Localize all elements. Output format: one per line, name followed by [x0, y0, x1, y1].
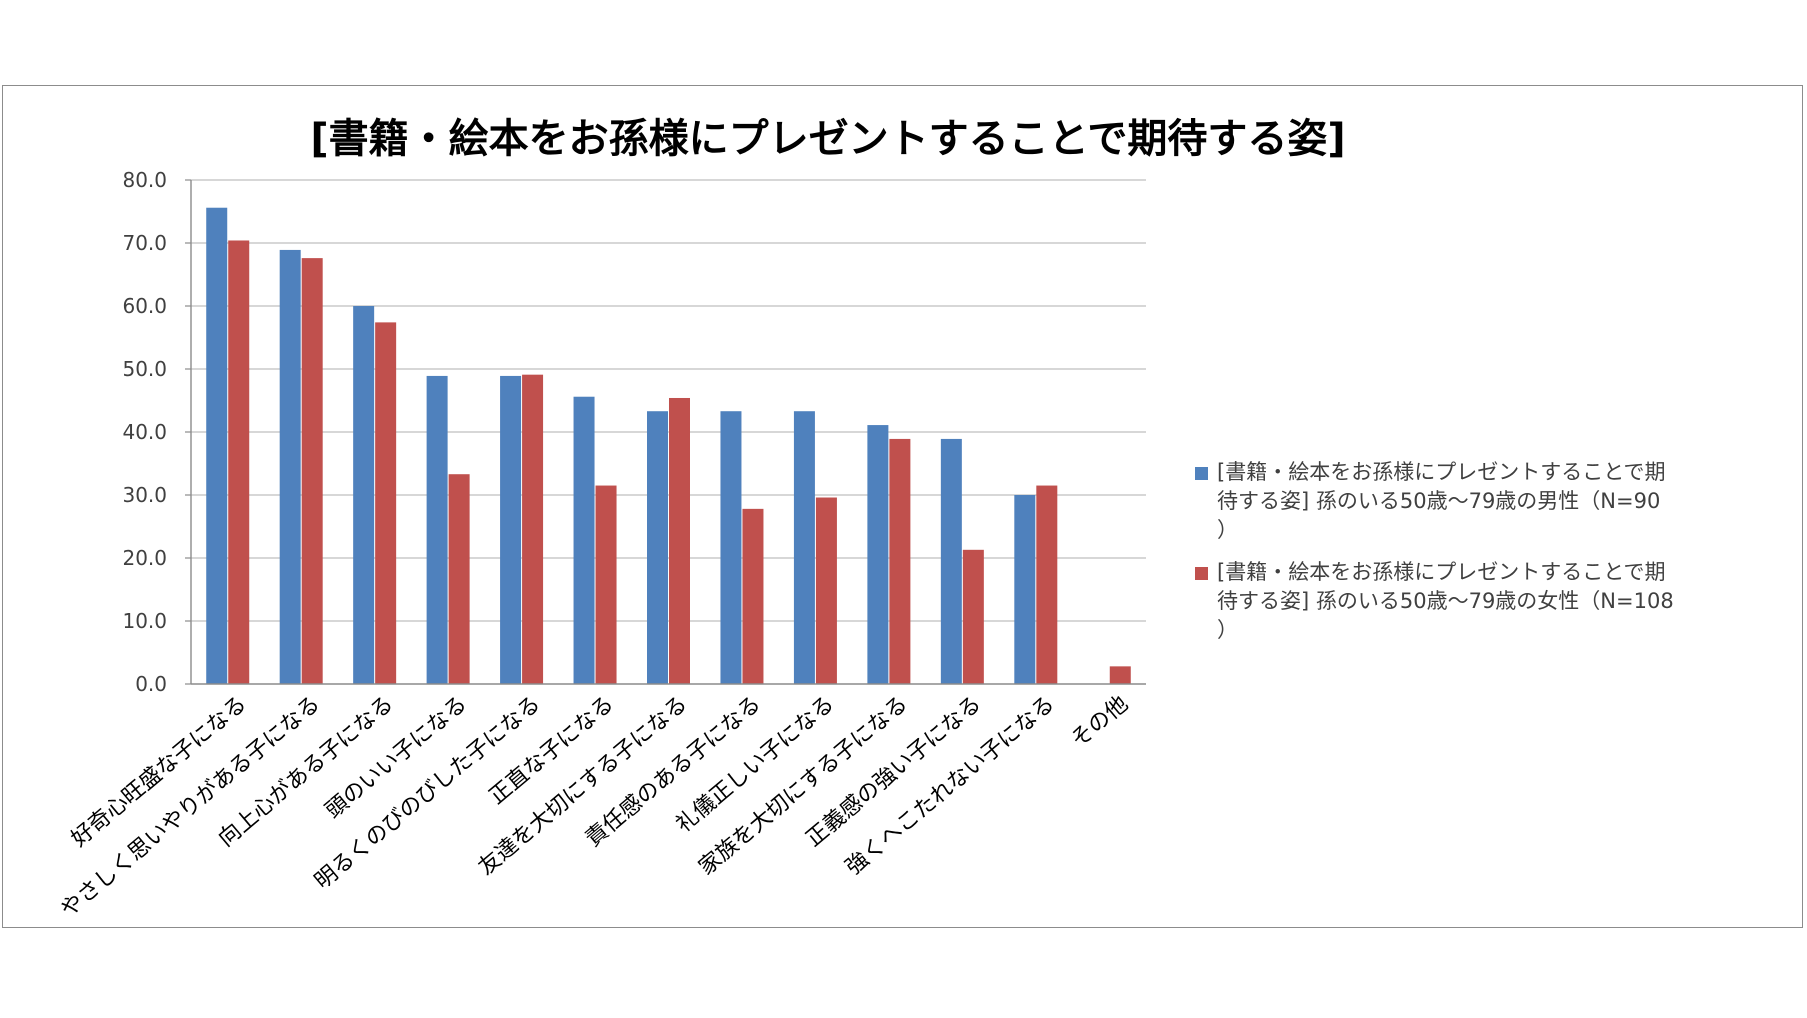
y-tick-label: 0.0	[135, 672, 167, 696]
y-tick-label: 20.0	[122, 546, 167, 570]
bar-male-9	[867, 425, 889, 684]
bar-male-7	[720, 411, 742, 684]
bar-female-0	[228, 240, 250, 685]
x-tick-label: その他	[1066, 691, 1133, 753]
bar-male-0	[206, 207, 228, 684]
bar-male-8	[793, 411, 815, 684]
legend-label-male-line3: ）	[1217, 518, 1238, 542]
legend-item-male: [書籍・絵本をお孫様にプレゼントすることで期 待する姿] 孫のいる50歳～79歳…	[1193, 458, 1793, 545]
x-tick-label: 正直な子になる	[485, 691, 619, 809]
axes	[185, 179, 1146, 685]
bar-male-3	[426, 375, 448, 684]
bar-female-2	[375, 322, 397, 684]
legend-swatch-male	[1195, 467, 1208, 480]
bar-female-10	[962, 549, 984, 684]
bar-female-1	[301, 258, 323, 684]
y-tick-labels: 0.0 10.0 20.0 30.0 40.0 50.0 60.0 70.0 80.0	[122, 168, 167, 696]
bars	[206, 207, 1131, 685]
bar-male-2	[353, 306, 375, 684]
bar-female-3	[448, 474, 470, 684]
gridlines	[191, 179, 1146, 622]
bar-female-12	[1109, 666, 1131, 684]
legend-label-male-line1: [書籍・絵本をお孫様にプレゼントすることで期	[1217, 460, 1666, 484]
legend-swatch-female	[1195, 567, 1208, 580]
y-tick-label: 70.0	[122, 231, 167, 255]
legend-label-male-line2: 待する姿] 孫のいる50歳～79歳の男性（N=90	[1217, 489, 1661, 513]
bar-male-5	[573, 396, 595, 684]
bar-female-4	[522, 374, 544, 684]
bar-male-1	[279, 249, 301, 684]
bar-male-11	[1014, 495, 1036, 684]
bar-female-8	[815, 497, 837, 684]
legend-label-female-line1: [書籍・絵本をお孫様にプレゼントすることで期	[1217, 560, 1666, 584]
bar-female-6	[669, 397, 690, 684]
y-tick-label: 40.0	[122, 420, 167, 444]
legend-item-female: [書籍・絵本をお孫様にプレゼントすることで期 待する姿] 孫のいる50歳～79歳…	[1193, 558, 1793, 645]
y-tick-label: 60.0	[122, 294, 167, 318]
bar-chart: 0.0 10.0 20.0 30.0 40.0 50.0 60.0 70.0 80.0 好奇心旺…	[56, 168, 1146, 923]
y-tick-label: 50.0	[122, 357, 167, 381]
bar-male-4	[500, 375, 522, 684]
chart-frame: [書籍・絵本をお孫様にプレゼントすることで期待する姿] 0.0 10.0 20.0 3…	[2, 85, 1803, 928]
chart-title: [書籍・絵本をお孫様にプレゼントすることで期待する姿]	[310, 116, 1346, 162]
y-tick-label: 30.0	[122, 483, 167, 507]
bar-male-10	[940, 438, 962, 684]
y-tick-label: 80.0	[122, 168, 167, 192]
bar-female-11	[1036, 485, 1058, 684]
legend: [書籍・絵本をお孫様にプレゼントすることで期 待する姿] 孫のいる50歳～79歳…	[1193, 458, 1793, 658]
bar-female-5	[595, 485, 617, 684]
bar-female-9	[889, 438, 911, 684]
y-tick-label: 10.0	[122, 609, 167, 633]
x-tick-labels: 好奇心旺盛な子になるやさしく思いやりがある子になる向上心がある子になる頭のいい子…	[56, 691, 1133, 922]
legend-label-female-line3: ）	[1217, 618, 1238, 642]
legend-label-female-line2: 待する姿] 孫のいる50歳～79歳の女性（N=108	[1217, 589, 1674, 613]
bar-male-6	[647, 411, 668, 684]
bar-female-7	[742, 508, 764, 684]
